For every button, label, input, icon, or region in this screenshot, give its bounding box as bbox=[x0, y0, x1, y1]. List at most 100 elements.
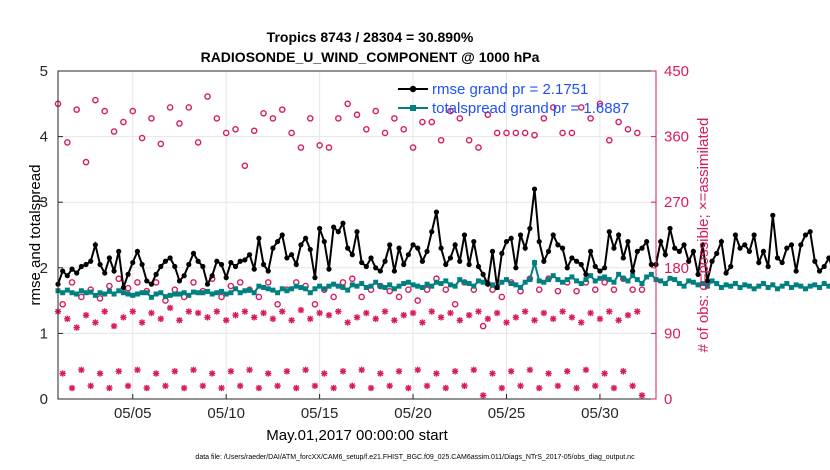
spread-point bbox=[438, 281, 444, 287]
chart-title-line1: Tropics 8743 / 28304 = 30.890% bbox=[267, 29, 474, 45]
spread-point bbox=[270, 287, 276, 293]
obs-assimilated-stroke bbox=[466, 312, 473, 319]
spread-point bbox=[461, 279, 467, 285]
obs-assimilated-marker bbox=[554, 382, 562, 390]
spread-point bbox=[662, 281, 668, 287]
spread-point bbox=[774, 286, 780, 292]
right-y-tick-label: 360 bbox=[664, 129, 689, 146]
obs-assimilated-marker bbox=[344, 319, 351, 326]
spread-point bbox=[214, 290, 220, 296]
spread-point bbox=[275, 290, 281, 296]
spread-point bbox=[78, 288, 84, 294]
rmse-point bbox=[662, 252, 668, 258]
obs-assimilated-stroke bbox=[578, 319, 585, 326]
rmse-point bbox=[508, 235, 514, 241]
obs-possible-marker bbox=[493, 129, 501, 137]
obs-possible-marker bbox=[577, 104, 585, 111]
spread-point bbox=[307, 290, 313, 296]
spread-point bbox=[219, 288, 225, 294]
obs-assimilated-marker bbox=[138, 319, 146, 326]
rmse-point bbox=[209, 273, 215, 279]
rmse-point bbox=[461, 232, 468, 238]
rmse-point bbox=[246, 252, 253, 258]
spread-point bbox=[190, 289, 196, 295]
obs-assimilated-marker bbox=[489, 370, 496, 377]
obs-assimilated-stroke bbox=[489, 370, 496, 377]
obs-assimilated-stroke bbox=[302, 366, 309, 373]
obs-assimilated-stroke bbox=[232, 312, 239, 319]
spread-point bbox=[102, 291, 108, 297]
rmse-point bbox=[139, 261, 145, 268]
obs-assimilated-marker bbox=[409, 309, 417, 317]
obs-assimilated-marker bbox=[620, 368, 627, 375]
x-tick-label: 05/05 bbox=[114, 405, 152, 422]
obs-possible-marker bbox=[624, 126, 632, 133]
rmse-point bbox=[639, 245, 645, 251]
chart-title-line2: RADIOSONDE_U_WIND_COMPONENT @ 1000 hPa bbox=[201, 49, 540, 65]
legend-rmse-marker bbox=[409, 85, 417, 93]
obs-assimilated-stroke bbox=[190, 366, 197, 373]
spread-point bbox=[592, 278, 598, 284]
obs-possible-marker bbox=[78, 293, 85, 301]
obs-assimilated-marker bbox=[134, 366, 141, 374]
spread-point bbox=[153, 291, 159, 297]
rmse-point bbox=[737, 245, 743, 251]
obs-assimilated-stroke bbox=[386, 382, 393, 389]
obs-assimilated-stroke bbox=[237, 382, 244, 389]
obs-assimilated-stroke bbox=[83, 312, 89, 319]
obs-assimilated-marker bbox=[381, 308, 389, 315]
obs-possible-marker bbox=[96, 295, 104, 302]
rmse-point bbox=[232, 263, 239, 270]
obs-assimilated-stroke bbox=[438, 314, 444, 321]
spread-point bbox=[513, 282, 519, 288]
obs-possible-marker bbox=[176, 120, 183, 127]
obs-assimilated-marker bbox=[180, 384, 188, 392]
obs-possible-marker bbox=[260, 109, 267, 117]
rmse-point bbox=[522, 245, 528, 251]
rmse-point bbox=[256, 235, 262, 241]
rmse-point bbox=[340, 220, 346, 226]
rmse-point bbox=[573, 258, 580, 264]
spread-point bbox=[788, 284, 794, 290]
obs-possible-marker bbox=[391, 115, 398, 122]
rmse-point bbox=[354, 229, 360, 235]
obs-assimilated-marker bbox=[451, 368, 459, 375]
obs-possible-marker bbox=[540, 115, 548, 122]
rmse-point bbox=[172, 263, 178, 270]
obs-assimilated-stroke bbox=[162, 382, 169, 389]
rmse-point bbox=[625, 238, 631, 245]
obs-assimilated-stroke bbox=[344, 319, 351, 326]
spread-point bbox=[536, 278, 542, 284]
rmse-point bbox=[564, 265, 570, 271]
rmse-point bbox=[190, 250, 197, 256]
obs-assimilated-stroke bbox=[391, 317, 398, 324]
obs-assimilated-marker bbox=[638, 392, 646, 399]
spread-point bbox=[233, 286, 239, 292]
spread-point bbox=[709, 278, 715, 284]
spread-point bbox=[812, 282, 818, 288]
right-y-tick-label: 180 bbox=[664, 260, 689, 277]
rmse-point bbox=[728, 263, 734, 270]
obs-possible-marker bbox=[92, 96, 99, 104]
rmse-point bbox=[148, 281, 155, 287]
rmse-point bbox=[345, 245, 351, 251]
rmse-point bbox=[485, 281, 491, 287]
obs-assimilated-marker bbox=[367, 384, 375, 392]
rmse-point bbox=[111, 268, 117, 274]
obs-assimilated-stroke bbox=[358, 366, 365, 373]
obs-assimilated-stroke bbox=[185, 308, 192, 315]
obs-possible-marker bbox=[190, 279, 197, 286]
rmse-point bbox=[125, 271, 131, 277]
spread-point bbox=[522, 279, 528, 285]
spread-point bbox=[634, 277, 640, 283]
obs-possible-marker bbox=[395, 293, 403, 301]
rmse-point bbox=[587, 248, 594, 254]
obs-assimilated-stroke bbox=[101, 308, 108, 315]
obs-assimilated-stroke bbox=[218, 385, 225, 391]
rmse-point bbox=[195, 258, 201, 264]
obs-possible-marker bbox=[498, 293, 506, 301]
obs-possible-marker bbox=[316, 142, 323, 149]
obs-possible-marker bbox=[559, 129, 566, 137]
obs-assimilated-marker bbox=[377, 370, 384, 377]
